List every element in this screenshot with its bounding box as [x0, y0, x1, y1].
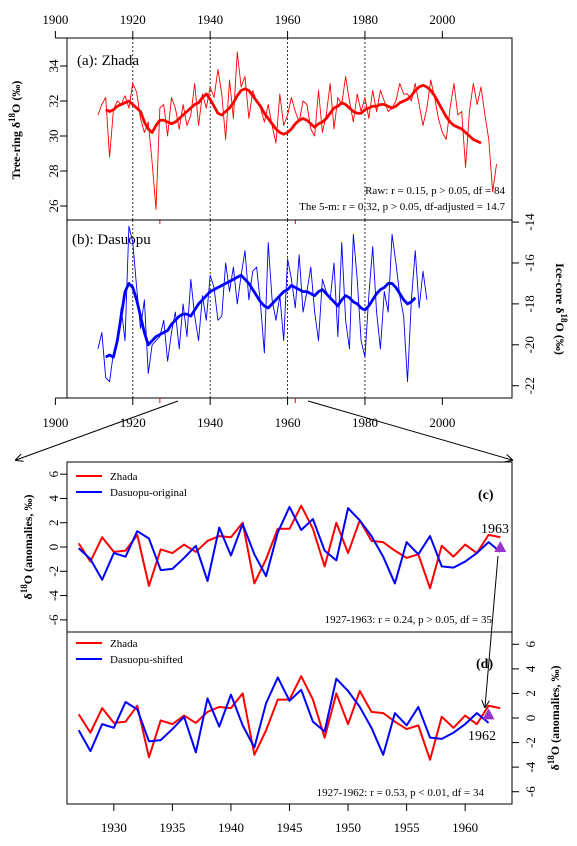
panel-d-y-tick-label: -2 [523, 737, 538, 748]
panel-a-y-tick-label: 26 [46, 199, 61, 213]
zhada-5m-line [105, 83, 482, 145]
panel-a-y-tick-label: 34 [46, 59, 61, 73]
marker-1962 [482, 708, 495, 720]
panel-b-y-axis: -22 -20 -18 -16 -14 [512, 213, 537, 394]
panel-d-series [77, 675, 501, 761]
legend-label-zhada: Zhada [110, 471, 138, 483]
top-x-tick-label-upper: 2000 [429, 12, 455, 27]
panel-c-legend: Zhada Dasuopu-original [76, 471, 187, 499]
top-x-tick-label-lower: 1960 [275, 415, 301, 430]
top-x-tick-label-lower: 1980 [352, 415, 378, 430]
panel-d-stat: 1927-1962: r = 0.53, p < 0.01, df = 34 [317, 787, 485, 799]
bottom-x-tick-label: 1940 [218, 820, 244, 835]
panel-d-y-tick-label: -6 [523, 786, 538, 797]
top-x-tick-label-upper: 1940 [197, 12, 223, 27]
panel-b-y-tick-label: -16 [522, 254, 537, 272]
top-x-tick-label-lower: 1920 [120, 415, 146, 430]
panel-c-y-tick-label: 0 [46, 544, 61, 551]
legend-label-zhada-d: Zhada [110, 638, 138, 650]
dasuopu-shifted-line [77, 676, 490, 756]
dasuopu-5m-line [105, 273, 417, 359]
panel-a-series [97, 51, 497, 210]
top-x-axis-lower: 1900 1920 1940 1960 1980 2000 [42, 397, 455, 430]
dasuopu-original-line [78, 505, 501, 585]
panel-c-y-tick-label: -4 [46, 590, 61, 601]
panel-d-y-tick-label: 6 [523, 641, 538, 648]
bottom-x-tick-label: 1955 [394, 820, 420, 835]
panel-c-marker-label: 1963 [481, 522, 509, 537]
zhada-anomaly-line [77, 504, 501, 590]
panel-a-stat-5m: The 5-m: r = 0.32, p > 0.05, df-adjusted… [299, 201, 505, 213]
panel-d-marker-label: 1962 [468, 729, 496, 744]
panel-b-label: (b): Dasuopu [72, 232, 151, 248]
panel-d-shifted: -6 -4 -2 0 2 4 6 Zhada Dasuopu-shifted (d) 196… [66, 631, 538, 805]
top-x-tick-label-lower: 1900 [42, 415, 68, 430]
panel-c-y-axis: -6 -4 -2 0 2 4 6 [46, 470, 67, 625]
panel-a-reference-lines [132, 38, 366, 220]
top-x-axis-upper: 1900 1920 1940 1960 1980 2000 [42, 12, 455, 39]
panel-c-y-tick-label: 6 [46, 470, 61, 477]
shift-arrow [485, 555, 499, 707]
zoom-arrow-left [16, 400, 179, 460]
bottom-x-tick-label: 1960 [452, 820, 478, 835]
panel-d-legend: Zhada Dasuopu-shifted [76, 638, 183, 666]
panel-a-y-axis: 26 28 30 32 34 [46, 59, 67, 213]
bottom-x-axis: 1930 1935 1940 1945 1950 1955 1960 [101, 803, 478, 835]
panel-a-label: (a): Zhada [77, 53, 139, 69]
panel-d-y-tick-label: 0 [523, 715, 538, 722]
top-x-tick-label-upper: 1920 [120, 12, 146, 27]
bottom-x-tick-label: 1950 [335, 820, 361, 835]
panel-c-y-tick-label: 2 [46, 519, 61, 526]
panel-c-y-axis-label: δ18O (anomalies, ‰) [19, 495, 35, 600]
panel-d-y-tick-label: 4 [523, 665, 538, 672]
panel-d-y-tick-label: -4 [523, 761, 538, 772]
legend-label-dasuopu-original: Dasuopu-original [110, 487, 187, 499]
panel-c-y-tick-label: -2 [46, 566, 61, 577]
panel-a-y-tick-label: 28 [46, 165, 61, 178]
panel-a-zhada: 26 28 30 32 34 (a): Zhada Raw: r = 0.15, p >… [7, 37, 513, 224]
panel-c-y-tick-label: -6 [46, 614, 61, 625]
panel-b-y-axis-label: Ice-core δ18O (‰) [553, 263, 569, 355]
panel-c-original: -6 -4 -2 0 2 4 6 Zhada Dasuopu-original (c) 19… [46, 461, 513, 633]
panel-c-stat: 1927-1963: r = 0.24, p > 0.05, df = 35 [325, 614, 493, 626]
panel-c-series [77, 504, 507, 590]
top-x-tick-label-lower: 2000 [429, 415, 455, 430]
top-x-tick-label-lower: 1940 [197, 415, 223, 430]
bottom-x-tick-label: 1945 [277, 820, 303, 835]
zoom-arrow-right [307, 400, 512, 460]
panel-c-label: (c) [478, 488, 494, 503]
top-x-tick-label-upper: 1960 [275, 12, 301, 27]
panel-c-y-tick-label: 4 [46, 495, 61, 502]
panel-b-y-tick-label: -20 [522, 336, 537, 353]
panel-b-y-tick-label: -22 [522, 377, 537, 394]
panel-b-y-tick-label: -18 [522, 295, 537, 312]
panel-b-dasuopu: -22 -20 -18 -16 -14 (b): Dasuopu Ice-core δ1… [66, 213, 569, 403]
panel-d-y-axis-label: δ18O (anomalies, ‰) [546, 666, 562, 771]
zhada-raw-line [97, 51, 497, 210]
panel-a-y-tick-label: 32 [46, 95, 61, 108]
dasuopu-raw-line [97, 225, 428, 383]
bottom-x-tick-label: 1935 [159, 820, 185, 835]
bottom-x-tick-label: 1930 [101, 820, 127, 835]
panel-a-y-axis-label: Tree-ring δ18O (‰) [7, 81, 23, 180]
panel-d-y-tick-label: 2 [523, 690, 538, 697]
top-x-tick-label-upper: 1980 [352, 12, 378, 27]
panel-b-frame [66, 219, 513, 399]
panel-d-y-axis: -6 -4 -2 0 2 4 6 [512, 641, 538, 797]
top-x-tick-label-upper: 1900 [42, 12, 68, 27]
legend-label-dasuopu-shifted: Dasuopu-shifted [110, 654, 183, 666]
panel-b-series [97, 225, 428, 383]
panel-a-stat-raw: Raw: r = 0.15, p > 0.05, df = 84 [365, 185, 505, 197]
zhada-anomaly-line-d [77, 675, 501, 761]
panel-b-y-tick-label: -14 [522, 213, 537, 231]
marker-1963 [494, 541, 507, 552]
panel-a-y-tick-label: 30 [46, 130, 61, 143]
panel-d-label: (d) [476, 657, 493, 672]
panel-b-reference-lines [132, 220, 366, 398]
